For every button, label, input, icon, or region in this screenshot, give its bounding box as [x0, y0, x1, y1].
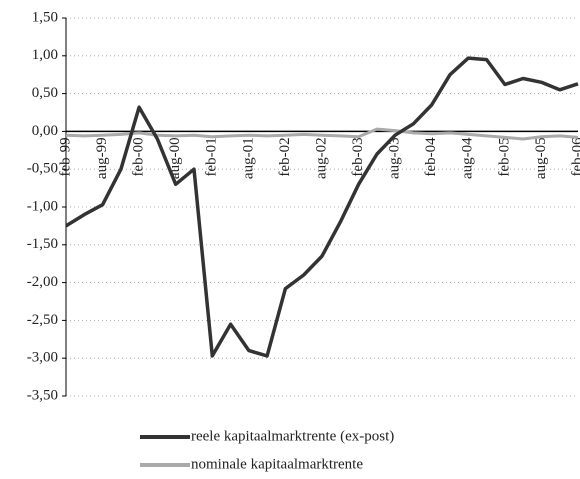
x-tick-label: aug-99: [94, 137, 110, 179]
y-tick-label: -1,00: [27, 198, 58, 214]
y-tick-label: 1,00: [32, 47, 58, 63]
x-tick-label: feb-01: [204, 137, 220, 176]
legend-label: nominale kapitaalmarktrente: [191, 456, 363, 472]
y-tick-label: 0,50: [32, 85, 58, 101]
x-tick-label: feb-03: [350, 137, 366, 176]
y-tick-label: 0,00: [32, 123, 58, 139]
y-tick-label: -2,00: [27, 274, 58, 290]
x-tick-label: aug-01: [240, 137, 256, 179]
x-tick-label: aug-02: [313, 137, 329, 179]
x-tick-label: feb-00: [131, 137, 147, 176]
y-tick-label: -0,50: [27, 161, 58, 177]
series-line: [65, 127, 579, 141]
x-tick-label: feb-06: [569, 137, 580, 177]
y-tick-label: 1,50: [32, 9, 58, 25]
y-tick-label: -3,00: [27, 350, 58, 366]
x-tick-label: aug-03: [387, 137, 403, 179]
series-line: [65, 56, 579, 358]
y-tick-label: -1,50: [27, 236, 58, 252]
x-tick-label: feb-02: [277, 137, 293, 176]
x-tick-label: feb-04: [423, 137, 439, 177]
x-tick-label: aug-05: [533, 137, 549, 179]
x-tick-label: feb-05: [496, 137, 512, 176]
y-tick-label: -2,50: [27, 312, 58, 328]
y-tick-label: -3,50: [27, 387, 58, 403]
x-tick-label: aug-04: [460, 137, 476, 179]
x-tick-label: feb-99: [57, 137, 73, 176]
legend-label: reele kapitaalmarktrente (ex-post): [191, 428, 394, 444]
